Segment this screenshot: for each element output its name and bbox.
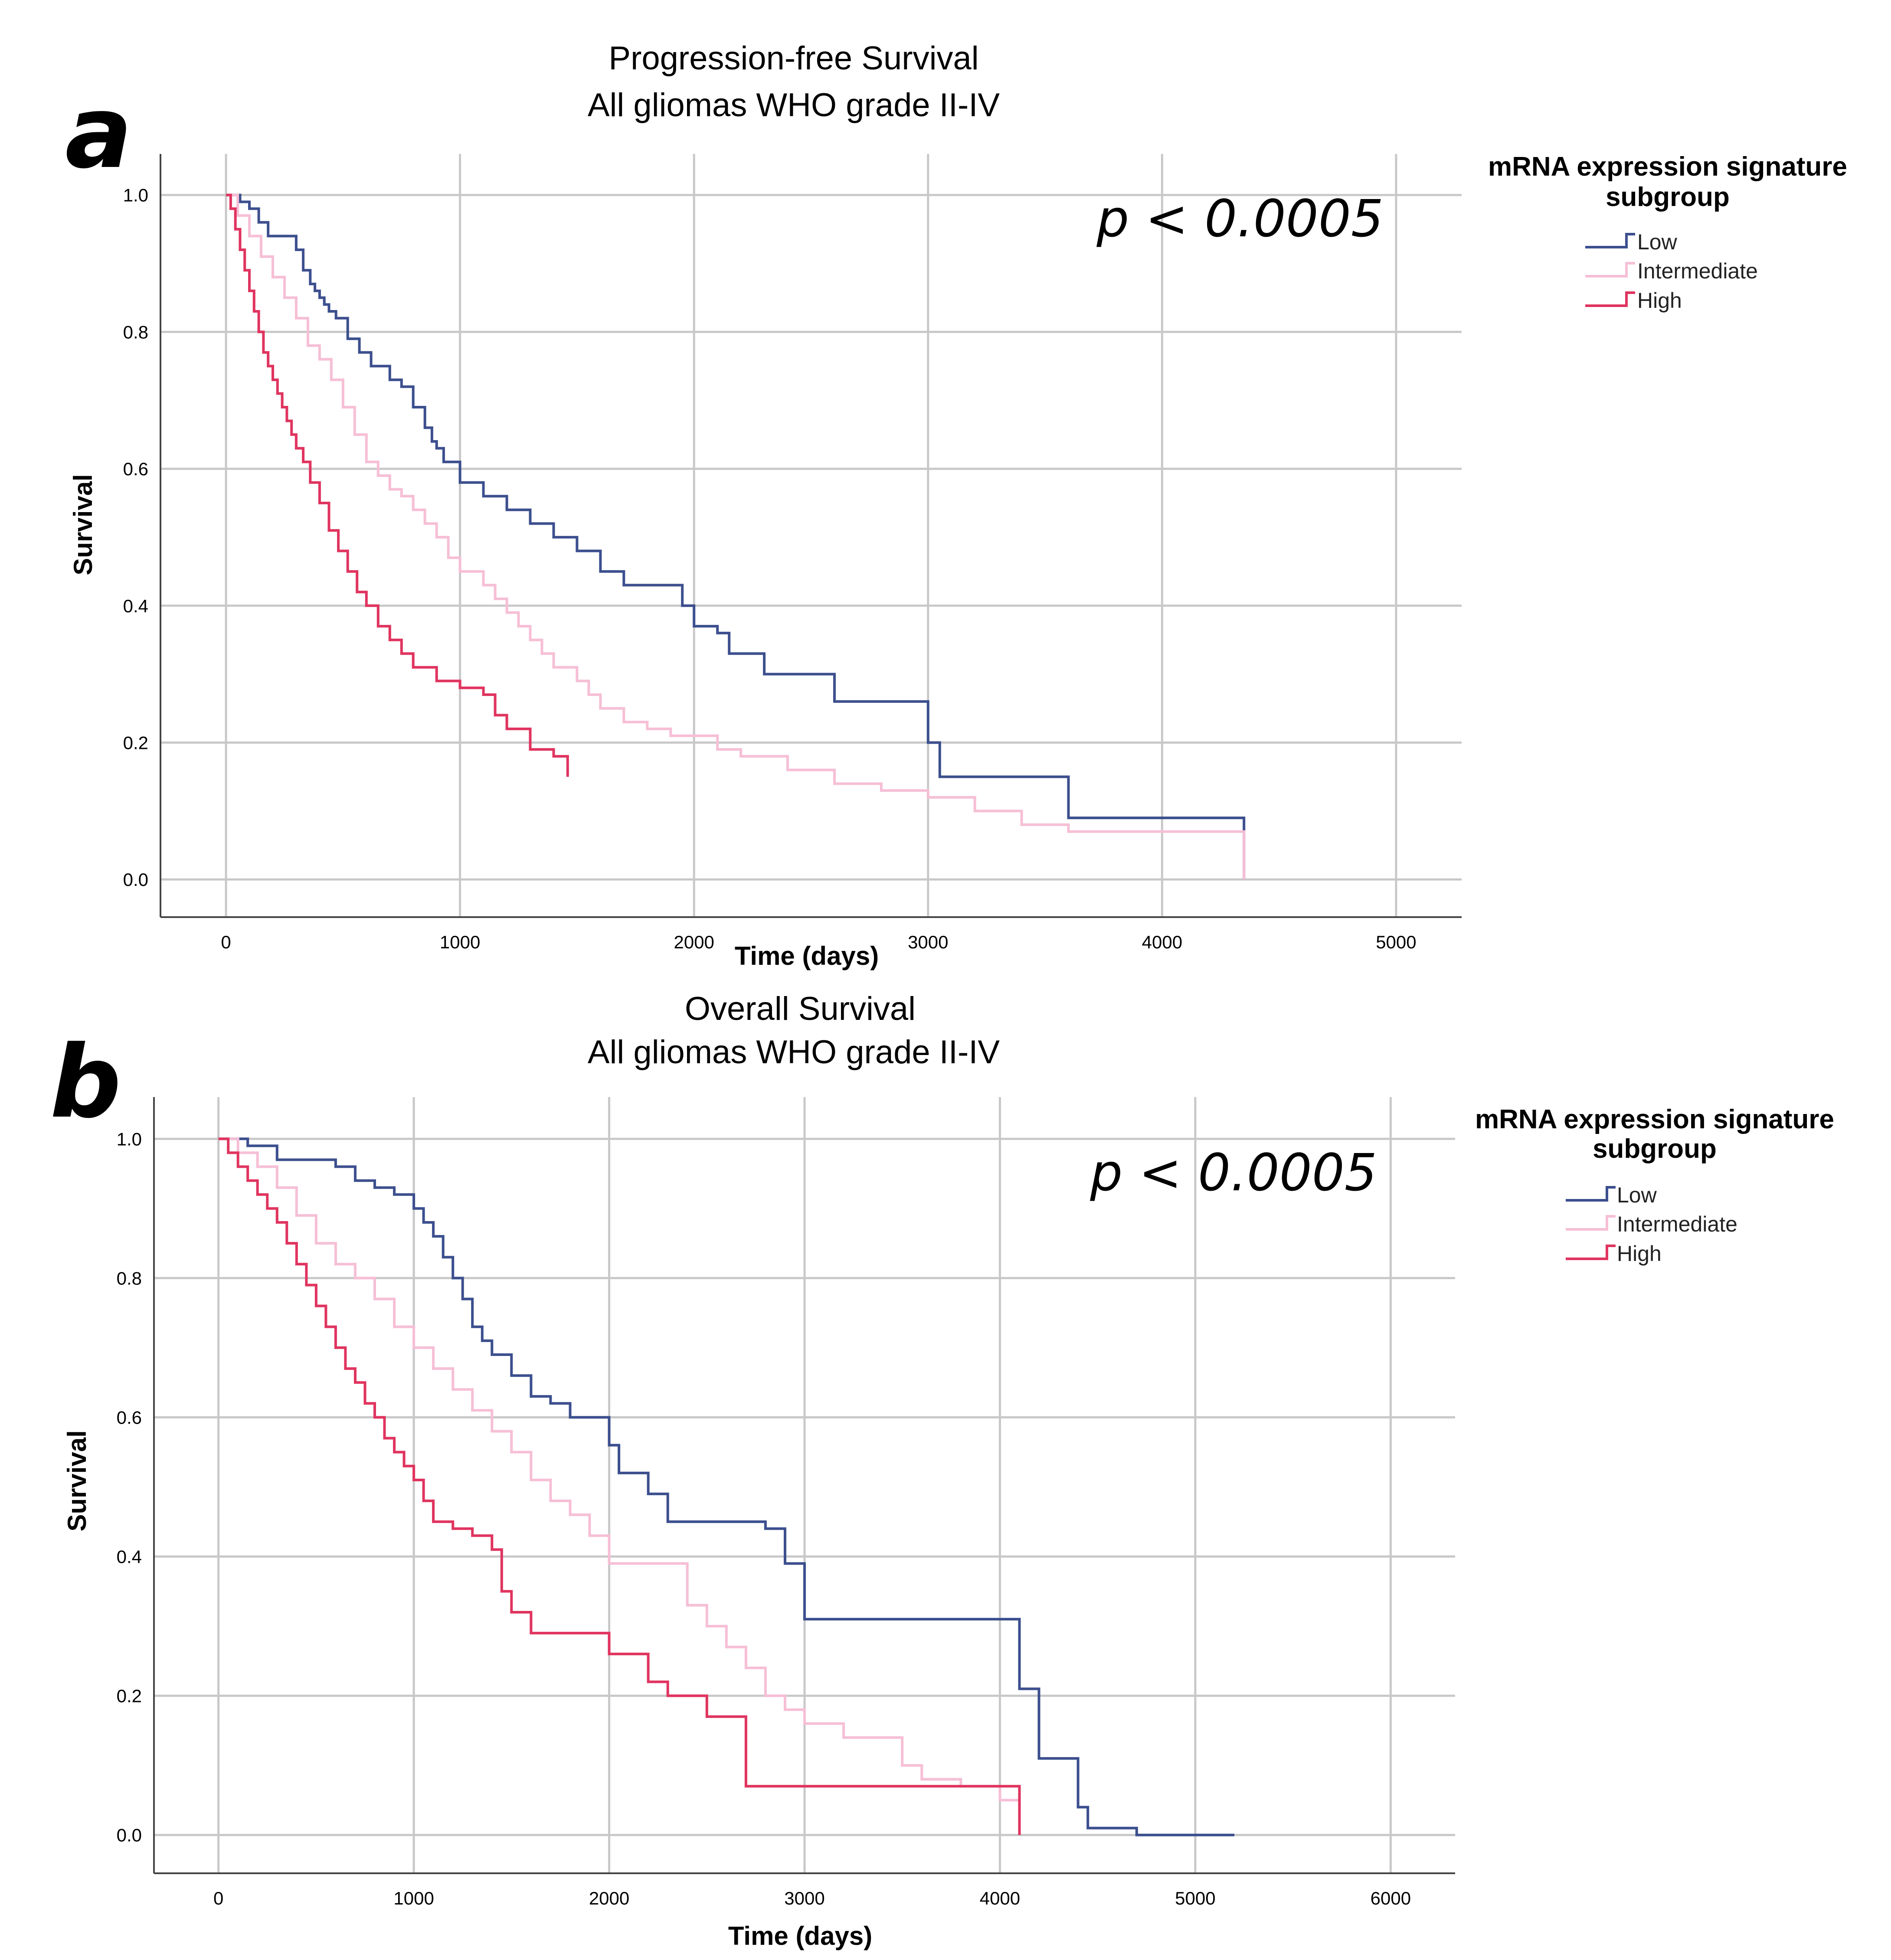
- y-tick-label: 0.8: [123, 322, 148, 342]
- legend-title-line1: mRNA expression signature: [1488, 152, 1847, 182]
- y-tick-label: 1.0: [123, 185, 148, 206]
- survival-curve-high: [226, 193, 569, 777]
- y-tick-label: 0.0: [117, 1825, 142, 1846]
- x-tick-label: 6000: [1371, 1888, 1411, 1908]
- panel-b-title-line2: All gliomas WHO grade II-IV: [588, 1034, 1000, 1071]
- survival-curve-low: [218, 1137, 1234, 1836]
- legend-swatch-intermediate: [1566, 1215, 1616, 1231]
- x-tick-label: 0: [221, 932, 231, 952]
- panel-a-p-value: p < 0.0005: [1096, 189, 1384, 248]
- legend-entry-low: Low: [1637, 230, 1678, 254]
- y-tick-label: 0.8: [117, 1268, 142, 1288]
- x-tick-label: 2000: [589, 1888, 629, 1908]
- panel-b-grid: [154, 1097, 1455, 1873]
- x-tick-label: 3000: [784, 1888, 824, 1908]
- legend-swatch-low: [1566, 1186, 1616, 1202]
- y-tick-label: 0.6: [117, 1407, 142, 1428]
- legend-entry-high: High: [1617, 1241, 1662, 1266]
- legend-entry-intermediate: Intermediate: [1617, 1212, 1737, 1236]
- x-tick-label: 4000: [1142, 932, 1182, 952]
- x-tick-label: 1000: [393, 1888, 434, 1908]
- panel-b-p-value: p < 0.0005: [1089, 1143, 1377, 1202]
- panel-a-axes: [160, 154, 1462, 918]
- legend-swatch-intermediate: [1585, 262, 1635, 278]
- y-tick-label: 0.6: [123, 459, 148, 479]
- panel-b-letter: b: [50, 1025, 121, 1140]
- y-tick-label: 0.2: [123, 732, 148, 753]
- survival-curve-low: [226, 193, 1246, 880]
- legend-swatch-high: [1566, 1245, 1616, 1260]
- panel-b-curves: [218, 1137, 1234, 1836]
- y-tick-label: 0.0: [123, 869, 148, 890]
- panel-a-curves: [226, 193, 1246, 880]
- survival-curve-intermediate: [218, 1137, 1021, 1835]
- legend-swatch-high: [1585, 291, 1635, 307]
- survival-curve-intermediate: [226, 193, 1246, 880]
- y-tick-label: 0.2: [117, 1686, 142, 1706]
- panel-b-x-axis-label: Time (days): [728, 1921, 872, 1950]
- panel-a: a Progression-free Survival All gliomas …: [65, 40, 1847, 970]
- x-tick-label: 2000: [674, 932, 714, 952]
- panel-a-legend: mRNA expression signature subgroup Low I…: [1488, 152, 1847, 313]
- y-tick-label: 0.4: [123, 596, 148, 616]
- panel-a-x-axis-label: Time (days): [735, 941, 879, 970]
- panel-a-letter: a: [65, 75, 132, 191]
- x-tick-label: 5000: [1376, 932, 1416, 952]
- legend-title-line2: subgroup: [1593, 1134, 1717, 1164]
- y-tick-label: 1.0: [117, 1129, 142, 1149]
- panel-b-x-tick-labels: 0 1000 2000 3000 4000 5000 6000: [213, 1888, 1411, 1908]
- panel-b-title-line1: Overall Survival: [685, 990, 916, 1027]
- panel-b-y-tick-labels: 0.0 0.2 0.4 0.6 0.8 1.0: [117, 1129, 142, 1845]
- panel-b-axes: [153, 1097, 1455, 1874]
- panel-b: b Overall Survival All gliomas WHO grade…: [50, 990, 1834, 1950]
- legend-title-line2: subgroup: [1606, 182, 1730, 212]
- panel-b-y-axis-label: Survival: [62, 1430, 92, 1531]
- panel-a-grid: [160, 154, 1462, 917]
- x-tick-label: 5000: [1175, 1888, 1215, 1908]
- panel-b-legend: mRNA expression signature subgroup Low I…: [1475, 1104, 1834, 1266]
- panel-a-x-tick-labels: 0 1000 2000 3000 4000 5000: [221, 932, 1416, 952]
- panel-a-title-line2: All gliomas WHO grade II-IV: [588, 87, 1000, 124]
- x-tick-label: 0: [213, 1888, 223, 1908]
- x-tick-label: 4000: [980, 1888, 1020, 1908]
- panel-a-y-axis-label: Survival: [69, 474, 98, 575]
- legend-entry-high: High: [1637, 288, 1682, 313]
- x-tick-label: 1000: [440, 932, 480, 952]
- survival-curve-high: [218, 1137, 1021, 1835]
- y-tick-label: 0.4: [117, 1547, 142, 1567]
- legend-entry-low: Low: [1617, 1183, 1657, 1207]
- panel-a-y-tick-labels: 0.0 0.2 0.4 0.6 0.8 1.0: [123, 185, 148, 890]
- panel-a-title-line1: Progression-free Survival: [609, 40, 978, 77]
- legend-entry-intermediate: Intermediate: [1637, 259, 1758, 283]
- legend-title-line1: mRNA expression signature: [1475, 1104, 1834, 1134]
- x-tick-label: 3000: [908, 932, 948, 952]
- legend-swatch-low: [1585, 233, 1635, 248]
